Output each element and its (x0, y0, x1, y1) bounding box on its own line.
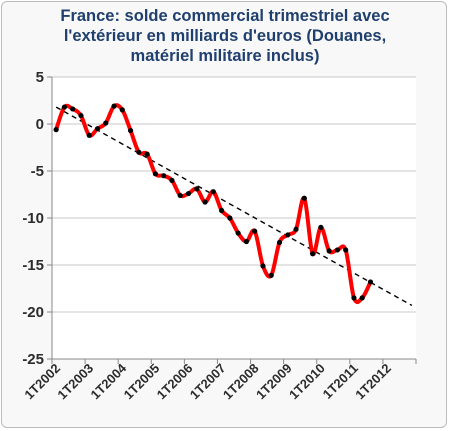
data-point (78, 112, 84, 119)
data-point (177, 192, 183, 199)
data-point (235, 230, 241, 236)
data-point (111, 103, 117, 109)
data-point (185, 190, 192, 197)
y-tick-label: -25 (22, 351, 44, 368)
chart-title-line-3: matériel militaire inclus) (130, 47, 320, 65)
data-point (343, 247, 349, 253)
data-point (227, 215, 233, 221)
x-tick-label: 1T2009 (253, 361, 295, 403)
data-point (218, 207, 225, 214)
y-tick-label: -10 (22, 210, 44, 227)
data-point (152, 171, 159, 177)
data-point (70, 106, 76, 112)
data-point (194, 186, 200, 192)
data-point (334, 247, 341, 253)
data-point (351, 295, 357, 301)
data-point (243, 238, 250, 245)
data-point (103, 120, 109, 126)
y-tick-label: -15 (22, 257, 44, 274)
data-point (359, 295, 365, 301)
y-tick-label: -5 (31, 163, 44, 180)
data-point (144, 151, 150, 157)
data-point (202, 199, 208, 205)
data-point (268, 272, 274, 278)
data-point (309, 251, 316, 257)
x-tick-label: 1T2003 (54, 361, 96, 403)
y-tick-label: -20 (22, 304, 44, 321)
data-point (94, 126, 101, 132)
data-point (127, 127, 134, 134)
y-tick-label: 0 (36, 116, 44, 133)
data-point (285, 232, 291, 238)
data-point (252, 228, 258, 234)
y-tick-label: 5 (36, 69, 44, 86)
chart-title-line-2: l'extérieur en milliards d'euros (Douane… (63, 27, 387, 45)
trend-line (55, 106, 413, 307)
data-point (318, 224, 324, 230)
x-tick-label: 1T2006 (154, 361, 196, 403)
chart-title: France: solde commercial trimestriel ave… (2, 6, 446, 66)
data-point (260, 263, 266, 269)
x-tick-label: 1T2011 (320, 361, 361, 402)
x-tick-label: 1T2008 (220, 361, 262, 403)
x-tick-label: 1T2010 (286, 361, 328, 403)
x-tick-label: 1T2005 (121, 361, 163, 403)
data-point (293, 226, 299, 232)
data-point (161, 173, 167, 179)
data-point (276, 239, 283, 246)
chart-plot: 50-5-10-15-20-251T20021T20031T20041T2005… (21, 69, 417, 403)
data-point (210, 189, 216, 195)
data-point (367, 279, 374, 285)
chart-title-line-1: France: solde commercial trimestriel ave… (60, 7, 390, 25)
x-tick-label: 1T2007 (187, 361, 229, 403)
data-point (326, 248, 332, 254)
data-point (136, 149, 142, 155)
data-point (301, 195, 307, 201)
data-point (119, 107, 125, 113)
x-tick-label: 1T2012 (352, 361, 394, 403)
data-point (86, 132, 92, 138)
data-point (61, 104, 68, 110)
data-point (169, 177, 175, 183)
data-point (53, 127, 59, 133)
